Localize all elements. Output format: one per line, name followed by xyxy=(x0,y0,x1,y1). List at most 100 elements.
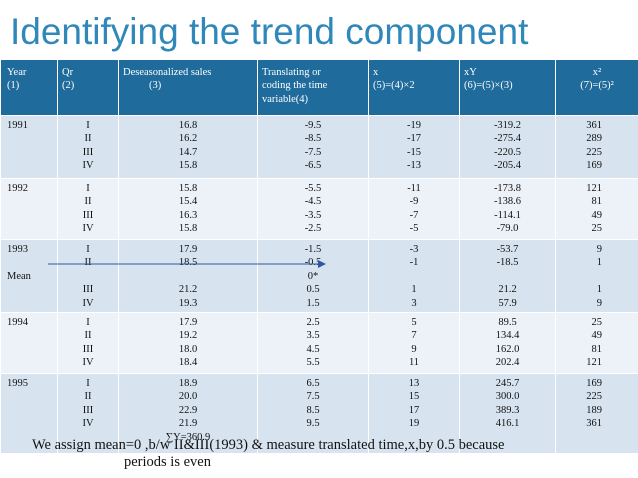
cell-value: 7 xyxy=(411,330,417,342)
cell-value: -4.5 xyxy=(304,196,322,208)
cell-value: 0* xyxy=(307,270,319,282)
cell-sales: 17.9 18.5 21.2 19.3 xyxy=(118,239,258,313)
header-xy: xY (6)=(5)×(3) xyxy=(459,59,556,116)
cell-value: 8.5 xyxy=(306,404,320,416)
cell-xy: 245.7 300.0 389.3 416.1 xyxy=(459,372,556,454)
cell-value: 2.5 xyxy=(306,316,320,328)
cell-value: -13 xyxy=(407,160,421,172)
cell-value: 81 xyxy=(591,343,603,355)
cell-xy: -319.2 -275.4 -220.5 -205.4 xyxy=(459,115,556,179)
header-text: (7)=(5)² xyxy=(580,80,614,92)
cell-value: 14.7 xyxy=(178,146,198,158)
cell-value: -220.5 xyxy=(493,146,522,158)
cell-value: III xyxy=(82,404,94,416)
cell-value: 1995 xyxy=(7,377,28,389)
table-row: 1991 I II III IV 16.8 16.2 14.7 15.8 -9.5 -8.5 -7.5… xyxy=(0,115,638,179)
cell-value: 25 xyxy=(591,316,603,328)
cell-value: 5.5 xyxy=(306,357,320,369)
cell-value: 169 xyxy=(586,377,602,389)
cell-value: -1.5 xyxy=(304,244,322,255)
cell-value: 13 xyxy=(408,377,420,389)
cell-value: 289 xyxy=(586,133,602,145)
header-text: Qr xyxy=(62,67,74,78)
cell-value: 225 xyxy=(586,391,602,403)
cell-value: 21.2 xyxy=(178,284,198,296)
header-x2: x² (7)=(5)² xyxy=(555,59,638,116)
cell-value: 18.9 xyxy=(178,377,198,389)
cell-value: -173.8 xyxy=(493,183,522,194)
header-coded: Translating or coding the time variable(4) xyxy=(257,59,369,116)
header-text: (6)=(5)×(3) xyxy=(464,80,513,92)
cell-value: I xyxy=(86,120,90,131)
cell-value: Mean xyxy=(7,270,31,282)
cell-value: 189 xyxy=(586,404,602,416)
header-row: Year (1) Qr (2) Deseasonalized sales (3) Trans… xyxy=(0,59,638,116)
header-x: x (5)=(4)×2 xyxy=(368,59,460,116)
cell-value: 16.3 xyxy=(178,209,198,221)
cell-value: 1 xyxy=(411,284,417,296)
cell-value xyxy=(464,270,551,283)
cell-value: IV xyxy=(82,357,94,369)
cell-coded: -1.5 -0.5 0* 0.5 1.5 xyxy=(257,239,369,313)
cell-value: 19.2 xyxy=(178,330,198,342)
header-text: (5)=(4)×2 xyxy=(373,80,415,92)
header-text: (1) xyxy=(7,80,20,92)
footer-line-1: We assign mean=0 ,b/w II&III(1993) & mea… xyxy=(32,437,505,453)
cell-coded: -5.5 -4.5 -3.5 -2.5 xyxy=(257,178,369,240)
cell-qr: I II III IV xyxy=(57,178,119,240)
cell-value: 17 xyxy=(408,404,420,416)
cell-value: 361 xyxy=(586,120,602,131)
cell-value: 121 xyxy=(586,183,602,194)
cell-value: IV xyxy=(82,418,94,430)
cell-value: 11 xyxy=(408,357,420,369)
cell-year: 1995 xyxy=(0,372,58,454)
cell-year: 1991 xyxy=(0,115,58,179)
header-text: variable(4) xyxy=(262,93,309,105)
cell-value: 15.8 xyxy=(178,223,198,235)
cell-value: 4.5 xyxy=(306,343,320,355)
cell-qr: I II III IV xyxy=(57,115,119,179)
cell-value: 361 xyxy=(586,418,602,430)
cell-value: 0.5 xyxy=(306,284,320,296)
cell-value: 18.5 xyxy=(178,257,198,269)
cell-x: -19 -17 -15 -13 xyxy=(368,115,460,179)
cell-value: 49 xyxy=(591,209,603,221)
table-row: 1995 I II III IV 18.9 20.0 22.9 21.9 ∑Y=360.9 6.5 7… xyxy=(0,372,638,454)
cell-value: -17 xyxy=(407,133,421,145)
trend-table: Year (1) Qr (2) Deseasonalized sales (3) Trans… xyxy=(0,59,638,454)
cell-value: 16.8 xyxy=(178,120,198,131)
cell-value: -114.1 xyxy=(494,209,521,221)
cell-value: 9.5 xyxy=(306,418,320,430)
cell-value: 18.0 xyxy=(178,343,198,355)
cell-value: -3 xyxy=(409,244,419,255)
cell-xy: -53.7 -18.5 21.2 57.9 xyxy=(459,239,556,313)
cell-value: -138.6 xyxy=(493,196,522,208)
cell-value: -11 xyxy=(407,183,421,194)
cell-value: 15 xyxy=(408,391,420,403)
slide-title: Identifying the trend component xyxy=(10,11,529,52)
table-row: 1992 I II III IV 15.8 15.4 16.3 15.8 -5.5 -4.5 -3.5… xyxy=(0,178,638,240)
cell-value: 5 xyxy=(411,316,417,328)
header-text: coding the time xyxy=(262,80,328,92)
cell-value: -205.4 xyxy=(493,160,522,172)
cell-value: III xyxy=(82,284,94,296)
cell-value: III xyxy=(82,209,94,221)
cell-coded: 2.5 3.5 4.5 5.5 xyxy=(257,311,369,374)
header-text: (3) xyxy=(149,80,162,92)
cell-value: -275.4 xyxy=(493,133,522,145)
cell-value: 6.5 xyxy=(306,377,320,389)
cell-value xyxy=(7,256,53,269)
cell-sales: 15.8 15.4 16.3 15.8 xyxy=(118,178,258,240)
cell-value: 22.9 xyxy=(178,404,198,416)
cell-value xyxy=(373,270,455,283)
cell-value: 21.9 xyxy=(178,418,198,430)
cell-value: 9 xyxy=(596,297,602,309)
cell-qr: I II III IV xyxy=(57,311,119,374)
cell-value: 49 xyxy=(591,330,603,342)
cell-value: -9.5 xyxy=(304,120,322,131)
cell-coded: 6.5 7.5 8.5 9.5 xyxy=(257,372,369,454)
header-sales: Deseasonalized sales (3) xyxy=(118,59,258,116)
cell-value: 81 xyxy=(591,196,603,208)
cell-x: 13 15 17 19 xyxy=(368,372,460,454)
cell-value xyxy=(560,270,602,283)
